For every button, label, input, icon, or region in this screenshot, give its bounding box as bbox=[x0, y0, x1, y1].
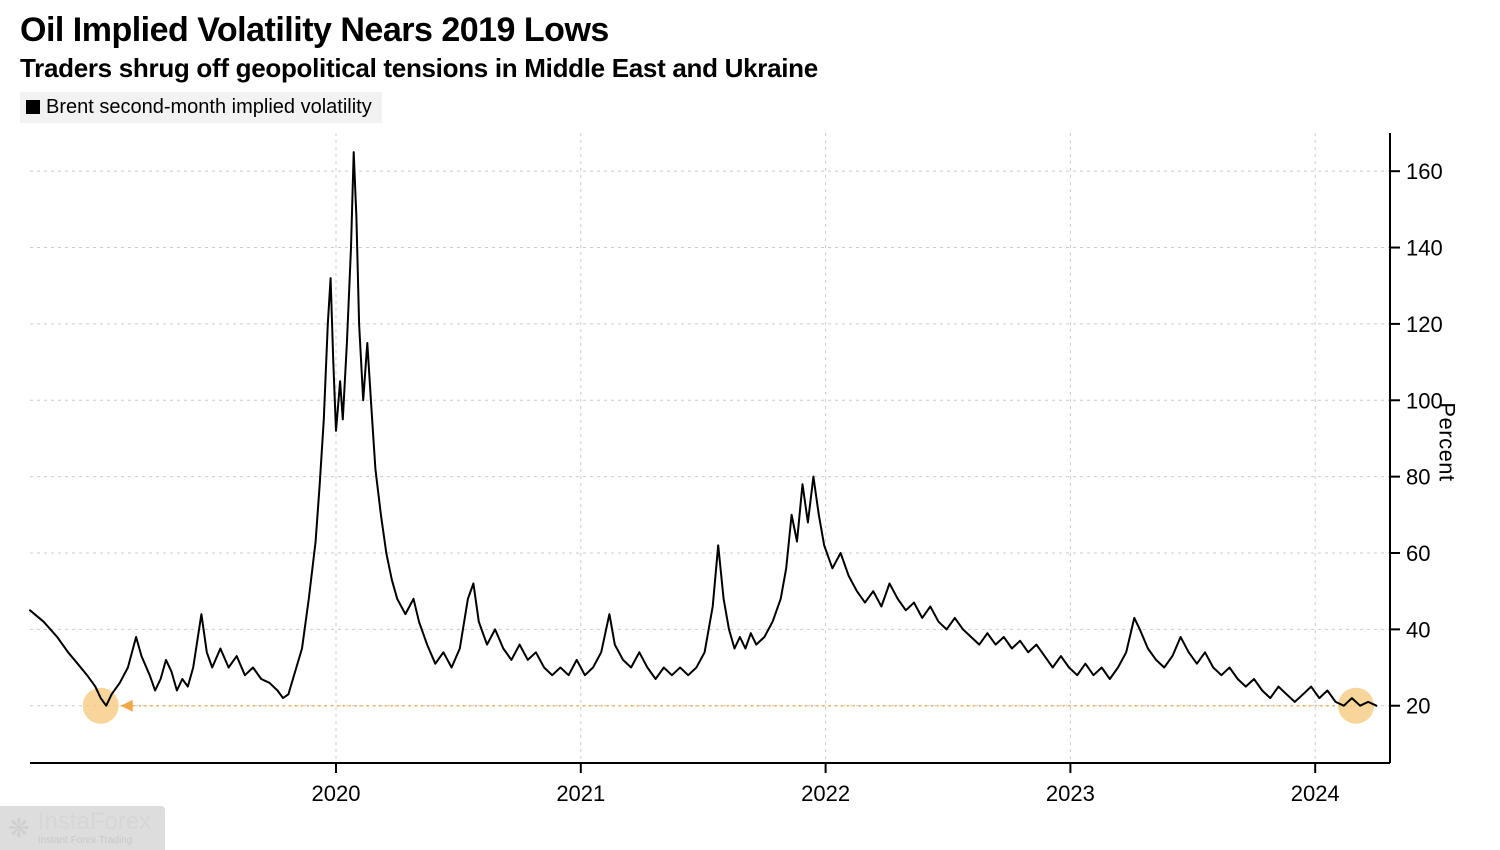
svg-text:2023: 2023 bbox=[1046, 781, 1095, 806]
svg-text:160: 160 bbox=[1406, 159, 1443, 184]
svg-text:140: 140 bbox=[1406, 235, 1443, 260]
svg-text:120: 120 bbox=[1406, 312, 1443, 337]
svg-text:60: 60 bbox=[1406, 541, 1430, 566]
chart-subtitle: Traders shrug off geopolitical tensions … bbox=[20, 53, 1480, 84]
chart-area: Brent second-month implied volatility 20… bbox=[20, 92, 1480, 792]
svg-text:80: 80 bbox=[1406, 464, 1430, 489]
y-axis-title: Percent bbox=[1433, 402, 1459, 481]
legend-swatch bbox=[26, 100, 40, 114]
chart-title: Oil Implied Volatility Nears 2019 Lows bbox=[20, 10, 1480, 51]
legend-label: Brent second-month implied volatility bbox=[46, 96, 372, 119]
watermark-tagline: Instant Forex Trading bbox=[38, 836, 151, 846]
watermark-brand: InstaForex bbox=[38, 810, 151, 834]
svg-text:40: 40 bbox=[1406, 617, 1430, 642]
watermark-logo-icon: ❋ bbox=[8, 815, 30, 841]
line-chart: 2040608010012014016020202021202220232024 bbox=[20, 123, 1480, 823]
svg-text:2022: 2022 bbox=[801, 781, 850, 806]
chart-container: Oil Implied Volatility Nears 2019 Lows T… bbox=[0, 0, 1500, 850]
svg-text:2021: 2021 bbox=[556, 781, 605, 806]
svg-text:20: 20 bbox=[1406, 694, 1430, 719]
legend: Brent second-month implied volatility bbox=[20, 92, 382, 123]
svg-text:2024: 2024 bbox=[1291, 781, 1340, 806]
watermark: ❋ InstaForex Instant Forex Trading bbox=[0, 806, 165, 850]
svg-text:2020: 2020 bbox=[312, 781, 361, 806]
